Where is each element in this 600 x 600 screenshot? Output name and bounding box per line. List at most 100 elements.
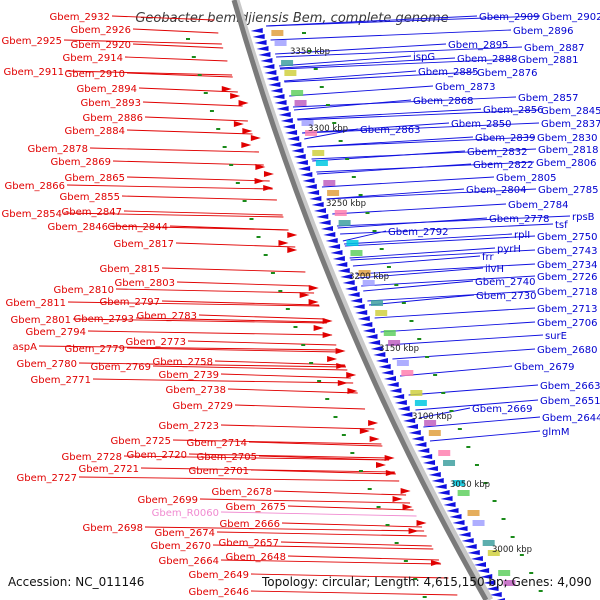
gene-label: Gbem_2779: [65, 344, 125, 355]
marker-dash: [510, 536, 515, 538]
reverse-cds-arrow: [252, 34, 265, 39]
reverse-cds-arrow: [266, 76, 279, 81]
marker-dash: [285, 308, 290, 310]
connector-line: [216, 531, 427, 537]
marker-dash: [367, 488, 372, 490]
colored-feature-box: [388, 340, 401, 346]
gene-label: rplI: [514, 230, 530, 241]
reverse-cds-arrow: [375, 358, 388, 363]
gene-label: Gbem_2651: [540, 396, 600, 407]
gene-label: Gbem_2785: [538, 185, 598, 196]
connector-line: [115, 288, 315, 294]
forward-cds-arrow: [308, 299, 319, 305]
reverse-cds-arrow: [474, 562, 487, 567]
gene-label: Gbem_2739: [159, 370, 219, 381]
colored-feature-box: [396, 360, 409, 366]
connector-line: [92, 378, 354, 384]
marker-dash: [417, 338, 422, 340]
gene-label: Gbem_2674: [155, 528, 215, 539]
connector-line: [187, 340, 337, 346]
marker-dash: [457, 428, 462, 430]
reverse-cds-arrow: [483, 580, 496, 585]
marker-dash: [403, 560, 408, 562]
colored-feature-box: [472, 520, 485, 526]
reverse-cds-arrow: [340, 274, 353, 279]
connector-line: [220, 424, 375, 430]
connector-line: [126, 129, 253, 135]
reverse-cds-arrow: [256, 46, 269, 51]
left-connector-lines: [38, 15, 458, 596]
gene-label: Gbem_2678: [212, 487, 272, 498]
gene-label: Gbem_2769: [91, 362, 151, 373]
tick-label: 3150 kbp: [379, 344, 419, 354]
gene-label: Gbem_2675: [226, 502, 286, 513]
reverse-cds-arrow: [420, 454, 433, 459]
tick-labels: 3350 kbp 3300 kbp 3250 kbp 3200 kbp 3150…: [290, 47, 532, 555]
forward-cds-arrow: [250, 135, 261, 141]
gene-label: aspA: [12, 342, 37, 353]
connector-line: [198, 314, 326, 320]
reverse-cds-arrow: [293, 154, 306, 159]
connector-line: [321, 176, 495, 188]
marker-dash: [256, 236, 261, 238]
reverse-cds-arrow: [425, 466, 438, 471]
reverse-cds-arrow: [309, 196, 322, 201]
colored-feature-box: [350, 250, 363, 256]
forward-cds-arrow: [375, 462, 386, 468]
reverse-cds-arrow: [272, 94, 285, 99]
tick-label: 3000 kbp: [492, 545, 532, 555]
marker-dash: [501, 518, 506, 520]
connector-line: [138, 87, 238, 93]
colored-feature-box: [274, 40, 287, 46]
gene-label: Gbem_2839: [475, 133, 535, 144]
gene-label: Gbem_2854: [2, 209, 62, 220]
forward-cds-arrow: [384, 455, 395, 461]
gene-label: Gbem_2895: [448, 40, 508, 51]
reverse-cds-arrow: [291, 148, 304, 153]
colored-feature-box: [414, 400, 427, 406]
colored-feature-box: [498, 570, 511, 576]
marker-dash: [313, 68, 318, 70]
gene-label: Gbem_2646: [189, 587, 249, 598]
connector-line: [111, 15, 215, 21]
connector-line: [337, 217, 488, 229]
connector-line: [169, 225, 289, 231]
reverse-cds-arrow: [408, 430, 421, 435]
marker-dash: [358, 470, 363, 472]
connector-line: [302, 122, 450, 134]
reverse-cds-arrow: [378, 364, 391, 369]
marker-dash: [351, 176, 356, 178]
marker-dash: [341, 434, 346, 436]
gene-label: Gbem_2670: [151, 541, 211, 552]
reverse-cds-arrow: [318, 220, 331, 225]
gene-label: Gbem_2725: [111, 436, 171, 447]
connector-line: [140, 467, 395, 473]
gene-label: Gbem_2663: [540, 381, 600, 392]
reverse-cds-arrow: [461, 538, 474, 543]
connector-line: [72, 318, 327, 324]
reverse-cds-arrow: [381, 370, 394, 375]
connector-line: [234, 404, 366, 410]
colored-feature-box: [487, 550, 500, 556]
gene-label: Gbem_2679: [514, 362, 574, 373]
connector-line: [340, 223, 554, 235]
gene-label: Gbem_2664: [159, 556, 219, 567]
colored-feature-box: [503, 580, 516, 586]
colored-feature-box: [305, 130, 318, 136]
gene-label: Gbem_2801: [11, 315, 71, 326]
connector-line: [352, 255, 481, 267]
marker-dash: [278, 290, 283, 292]
connector-line: [280, 58, 517, 70]
connector-line: [423, 416, 541, 428]
marker-dash: [186, 38, 191, 40]
marker-dash: [449, 410, 454, 412]
marker-dash: [319, 86, 324, 88]
connector-line: [374, 307, 536, 319]
reverse-cds-arrow: [392, 394, 405, 399]
connector-line: [132, 28, 219, 34]
forward-cds-arrow: [400, 488, 411, 494]
connector-line: [281, 522, 423, 528]
connector-line: [250, 469, 396, 475]
gene-label: Gbem_2855: [60, 192, 120, 203]
colored-feature-box: [358, 270, 371, 276]
